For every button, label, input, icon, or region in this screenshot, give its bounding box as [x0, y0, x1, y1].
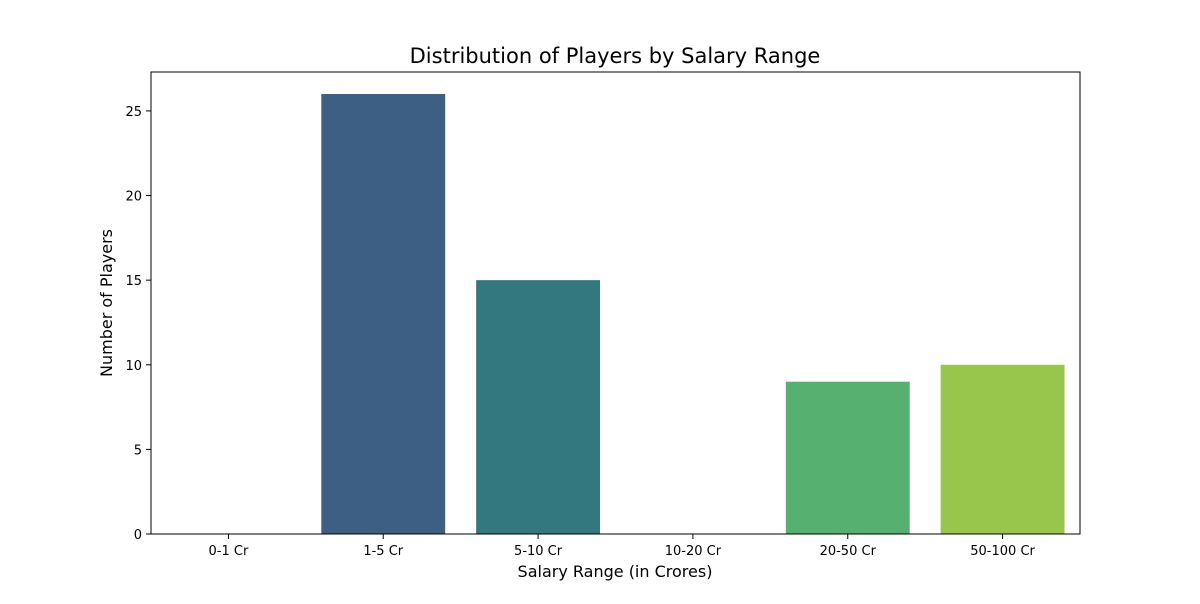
- x-tick-label: 20-50 Cr: [820, 544, 877, 559]
- bar-5: [940, 364, 1065, 534]
- y-tick-label: 20: [125, 190, 142, 205]
- x-tick-label: 50-100 Cr: [970, 544, 1035, 559]
- y-tick-label: 25: [125, 105, 142, 120]
- bars-layer: [321, 94, 1065, 534]
- y-axis-label: Number of Players: [97, 229, 116, 377]
- y-tick-label: 15: [125, 274, 142, 289]
- x-tick-label: 5-10 Cr: [514, 544, 563, 559]
- y-tick-label: 5: [134, 443, 142, 458]
- y-tick-label: 10: [125, 359, 142, 374]
- x-tick-label: 10-20 Cr: [665, 544, 722, 559]
- bar-4: [785, 381, 910, 534]
- x-axis-ticks: 0-1 Cr 1-5 Cr 5-10 Cr 10-20 Cr 20-50 Cr 50-10…: [209, 534, 1036, 559]
- chart-title: Distribution of Players by Salary Range: [410, 44, 821, 68]
- x-tick-label: 0-1 Cr: [209, 544, 249, 559]
- x-axis-label: Salary Range (in Crores): [518, 562, 713, 581]
- y-tick-label: 0: [134, 528, 142, 543]
- bar-1: [321, 94, 446, 534]
- plot-frame: [150, 71, 1081, 535]
- y-axis-ticks: 0 5 10 15 20 25: [125, 105, 151, 543]
- bar-2: [476, 280, 601, 534]
- x-tick-label: 1-5 Cr: [363, 544, 403, 559]
